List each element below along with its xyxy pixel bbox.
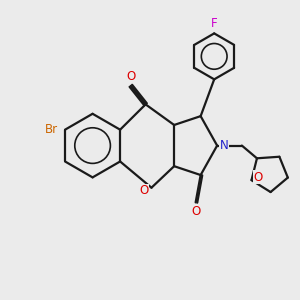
- Text: F: F: [211, 17, 217, 30]
- Text: O: O: [254, 171, 263, 184]
- Text: O: O: [126, 70, 136, 83]
- Text: O: O: [139, 184, 148, 197]
- Text: N: N: [220, 139, 229, 152]
- Text: Br: Br: [45, 123, 58, 136]
- Text: O: O: [191, 206, 200, 218]
